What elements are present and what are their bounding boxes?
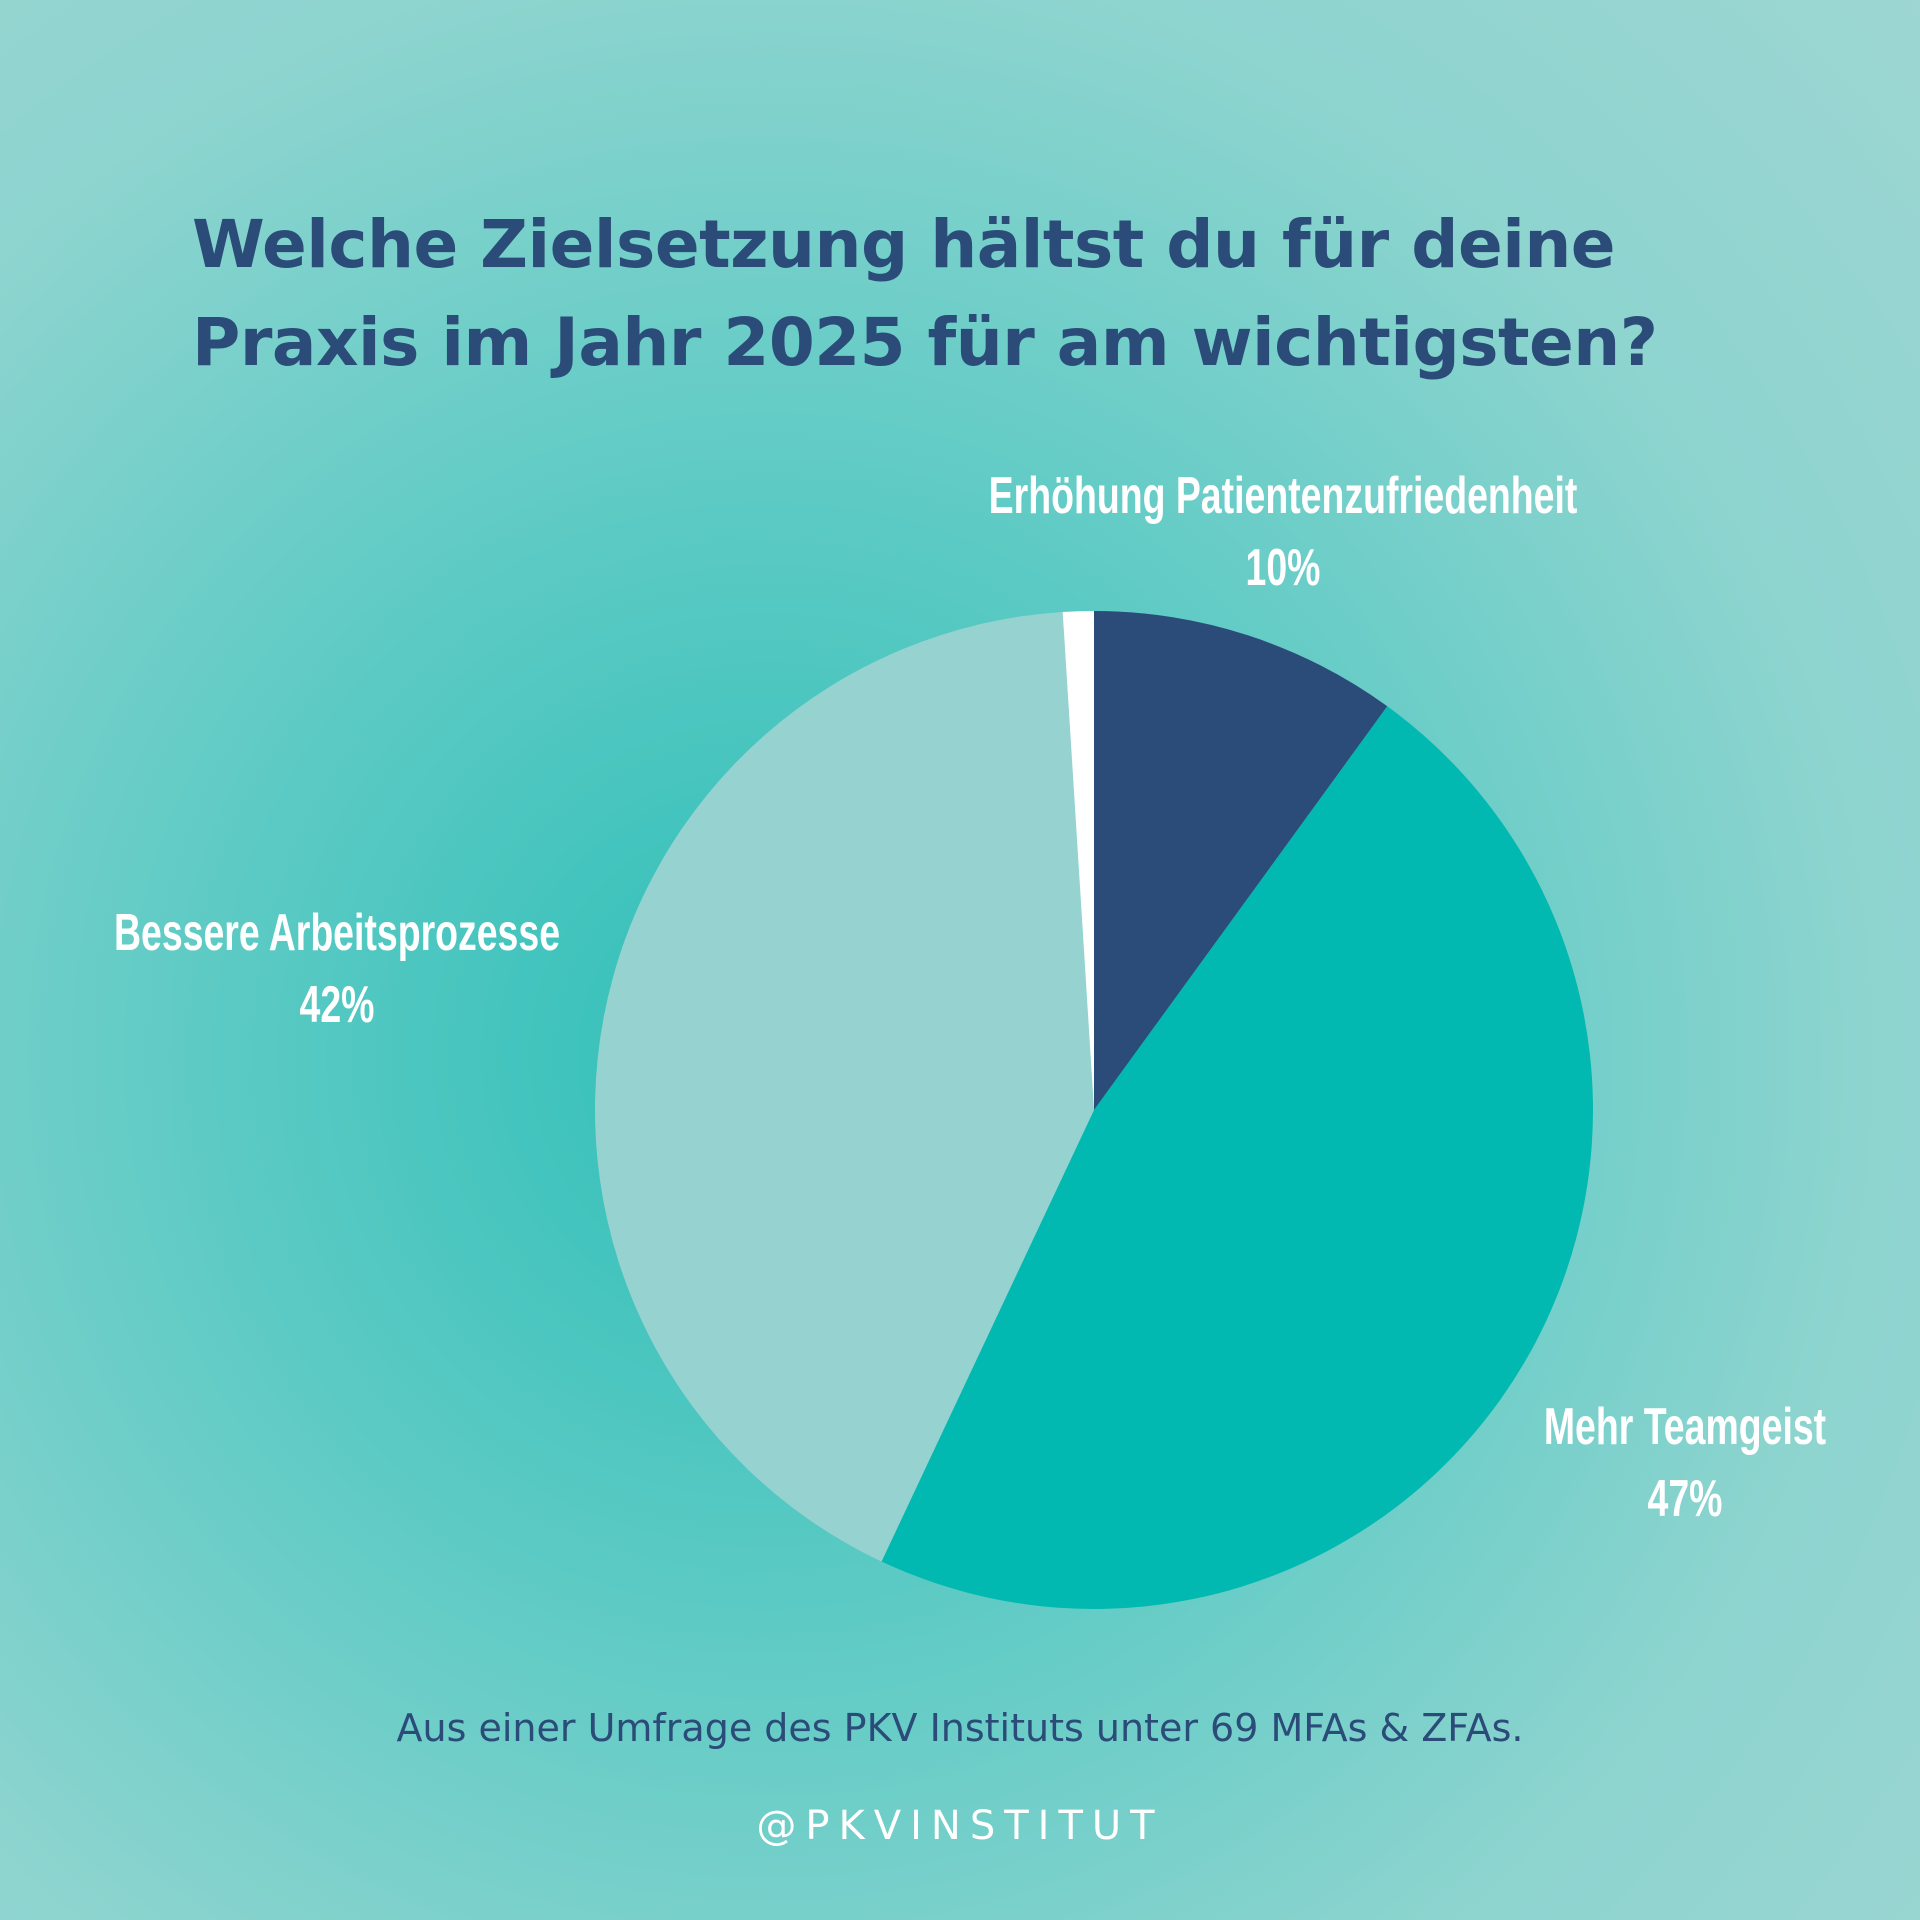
slice-value-label: 42% [299, 976, 375, 1034]
slice-value-label: 47% [1647, 1470, 1723, 1528]
title-line-2: Praxis im Jahr 2025 für am wichtigsten? [192, 304, 1658, 381]
pie-slice-2 [595, 611, 1094, 1562]
pie-slice-0 [1094, 611, 1388, 1110]
slice-label: Erhöhung Patientenzufriedenheit [988, 467, 1578, 525]
label-patientenzufriedenheit: Erhöhung Patientenzufriedenheit 10% [989, 460, 1578, 604]
slice-value-label: 10% [1245, 539, 1321, 597]
pie-slice-3 [1062, 611, 1094, 1110]
chart-title: Welche Zielsetzung hältst du für deine P… [192, 196, 1792, 392]
slice-label: Bessere Arbeitsprozesse [113, 904, 561, 962]
label-teamgeist: Mehr Teamgeist 47% [1544, 1391, 1826, 1535]
label-arbeitsprozesse: Bessere Arbeitsprozesse 42% [114, 897, 560, 1041]
source-note: Aus einer Umfrage des PKV Instituts unte… [396, 1706, 1524, 1750]
pie-slice-1 [881, 706, 1593, 1609]
social-handle: @PKVINSTITUT [756, 1803, 1164, 1849]
slice-label: Mehr Teamgeist [1543, 1398, 1827, 1456]
title-line-1: Welche Zielsetzung hältst du für deine [192, 206, 1616, 283]
